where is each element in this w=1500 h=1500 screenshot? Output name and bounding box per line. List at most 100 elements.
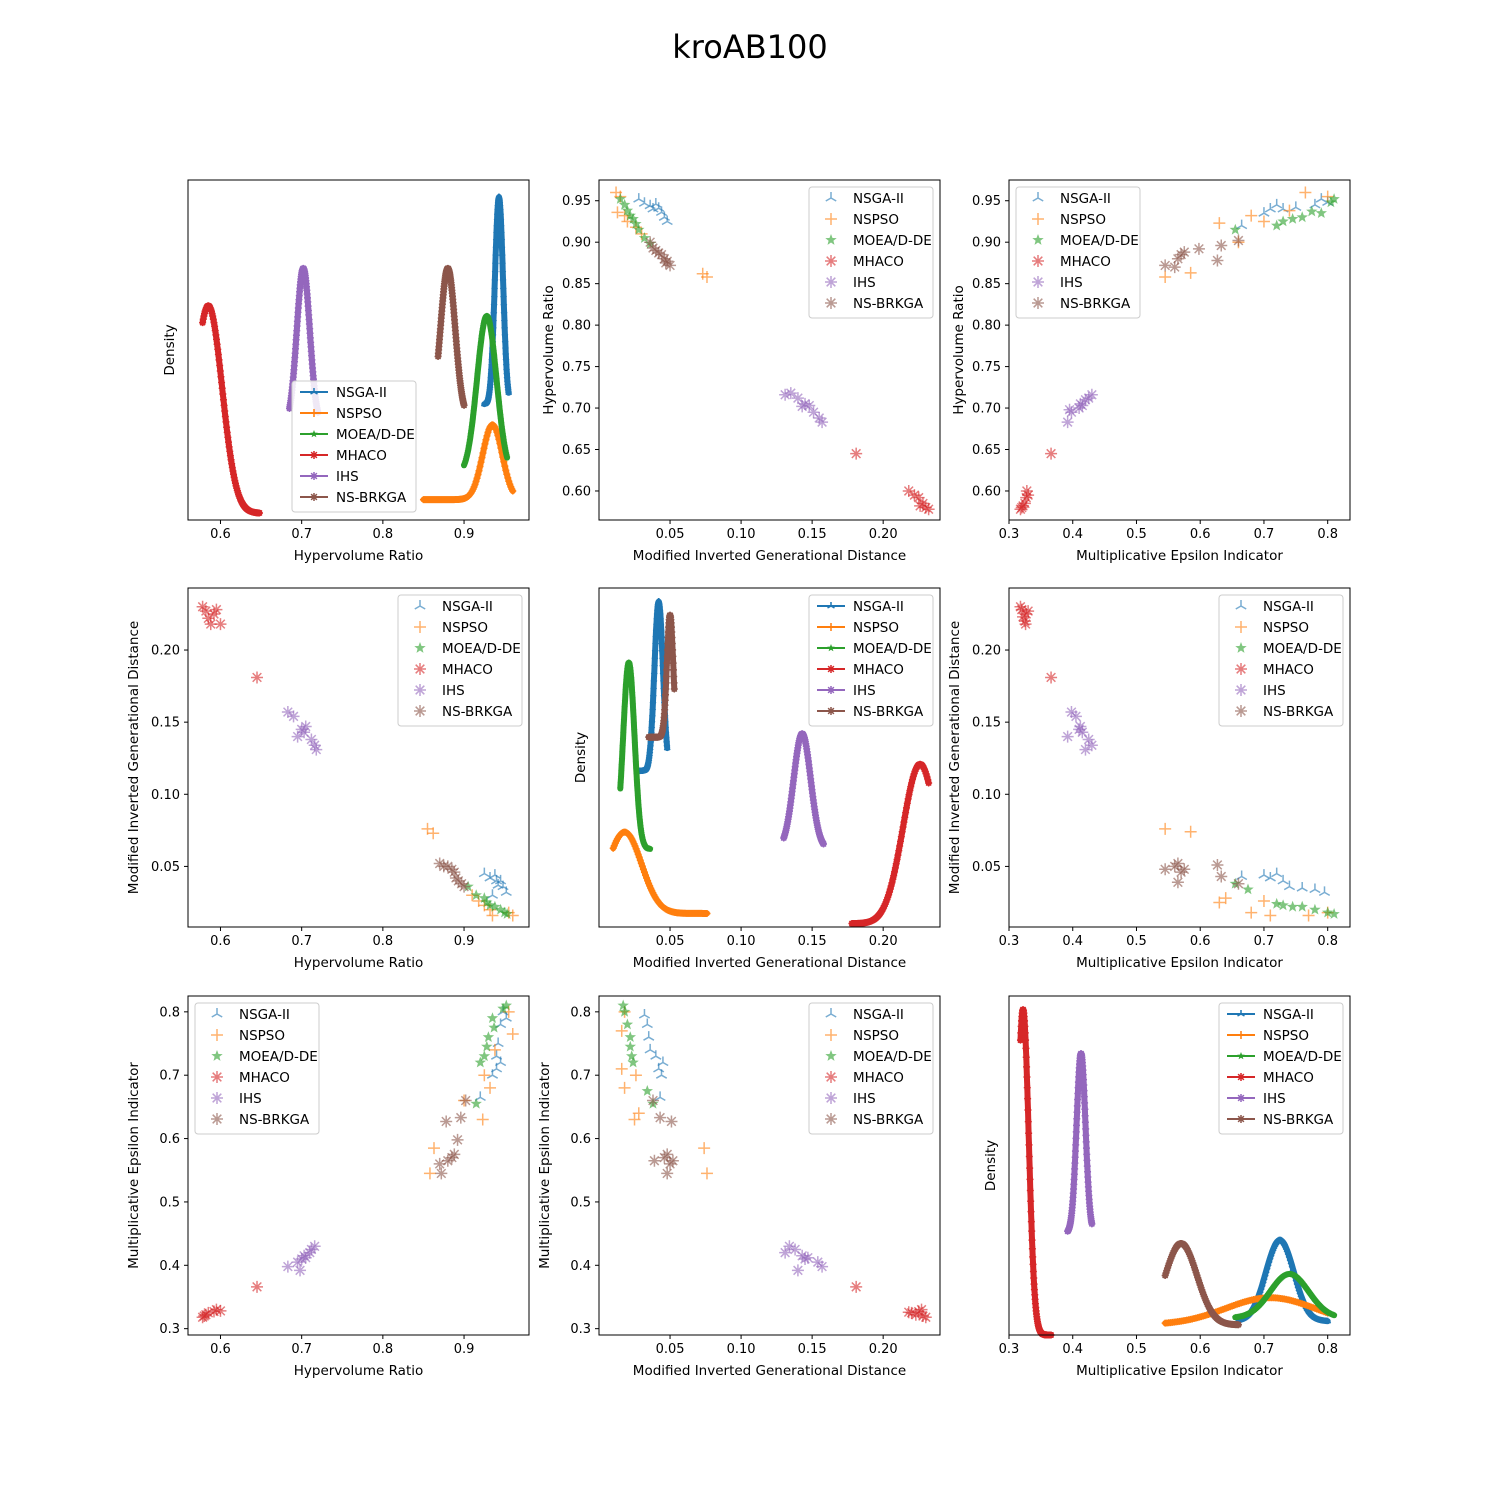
- density-marker: [806, 768, 814, 776]
- y-tick-label: 0.05: [972, 860, 1001, 875]
- density-marker: [211, 322, 219, 330]
- density-marker: [304, 298, 312, 306]
- density-marker: [309, 372, 317, 380]
- scatter-point: [700, 271, 713, 284]
- y-tick-label: 0.4: [570, 1259, 591, 1274]
- density-marker: [303, 294, 311, 302]
- density-marker: [887, 882, 895, 890]
- density-marker: [498, 420, 505, 427]
- density-marker: [503, 454, 511, 461]
- legend-marker: [827, 707, 835, 715]
- legend-label: MHACO: [1060, 254, 1111, 270]
- legend: NSGA-II NSPSO MOEA/D-DE MHACO IHS NS-BRKGA: [397, 594, 523, 727]
- density-marker: [621, 697, 629, 705]
- density-marker: [908, 779, 916, 787]
- density-marker: [291, 349, 299, 357]
- density-marker: [669, 666, 677, 674]
- density-marker: [1186, 1250, 1194, 1258]
- density-marker: [1315, 1300, 1322, 1308]
- density-marker: [436, 328, 444, 336]
- density-marker: [637, 823, 644, 830]
- density-marker: [901, 813, 909, 821]
- density-marker: [309, 368, 317, 376]
- density-marker: [885, 888, 893, 896]
- x-tick-label: 0.10: [727, 1342, 756, 1357]
- density-marker: [496, 407, 504, 415]
- density-marker: [891, 868, 899, 876]
- scatter-point: [1296, 211, 1308, 223]
- density-marker: [477, 458, 485, 466]
- x-tick-label: 0.9: [454, 934, 475, 949]
- density-marker: [495, 399, 503, 406]
- density-marker: [1025, 1129, 1033, 1137]
- density-marker: [491, 283, 499, 290]
- density-marker: [436, 325, 444, 333]
- density-marker: [493, 380, 501, 387]
- density-marker: [881, 900, 889, 908]
- legend-box: [397, 594, 523, 727]
- scatter-point: [1296, 900, 1308, 912]
- scatter-point: [617, 999, 629, 1011]
- density-marker: [226, 447, 234, 455]
- scatter-point: [1328, 193, 1340, 204]
- density-marker: [921, 767, 929, 775]
- density-marker: [435, 339, 443, 347]
- legend-marker: [1237, 1052, 1245, 1060]
- legend-item: MHACO: [817, 662, 904, 678]
- density-marker: [292, 340, 300, 348]
- scatter-point: [488, 1021, 500, 1033]
- scatter-series-ns-brkga: [433, 857, 471, 893]
- density-marker: [1307, 1291, 1315, 1298]
- density-marker: [501, 462, 509, 470]
- density-marker: [1021, 1022, 1029, 1030]
- density-marker: [501, 330, 509, 337]
- scatter-point: [813, 412, 826, 424]
- density-marker: [1023, 1073, 1031, 1081]
- density-marker: [213, 335, 221, 343]
- density-marker: [290, 366, 298, 374]
- density-marker: [1296, 1276, 1304, 1284]
- density-marker: [632, 753, 639, 760]
- density-marker: [889, 875, 897, 883]
- density-marker: [667, 619, 675, 627]
- density-marker: [628, 679, 635, 686]
- density-marker: [502, 466, 510, 474]
- legend-marker: [825, 297, 837, 309]
- density-marker: [451, 319, 459, 327]
- density-marker: [1025, 1141, 1033, 1149]
- density-marker: [909, 773, 917, 781]
- legend-item: NSPSO: [300, 406, 382, 422]
- density-marker: [1027, 1218, 1035, 1226]
- x-tick-label: 0.10: [727, 527, 756, 542]
- legend-marker: [825, 213, 837, 225]
- legend-marker: [1032, 255, 1044, 267]
- density-marker: [294, 313, 302, 321]
- density-marker: [306, 334, 314, 342]
- scatter-point: [478, 867, 490, 878]
- legend-label: NSPSO: [1263, 620, 1309, 636]
- legend-item: MHACO: [1032, 254, 1111, 270]
- legend-marker: [825, 1071, 837, 1083]
- density-marker: [629, 701, 637, 708]
- x-tick-label: 0.4: [1062, 1342, 1083, 1357]
- x-axis-label: Hypervolume Ratio: [294, 955, 424, 971]
- axes-frame: [1008, 179, 1351, 521]
- y-tick-label: 0.75: [562, 360, 591, 375]
- density-series-mhaco: [848, 760, 933, 928]
- scatter-point: [478, 892, 491, 903]
- x-axis-label: Modified Inverted Generational Distance: [633, 955, 906, 971]
- scatter-point: [1286, 213, 1299, 224]
- density-marker: [492, 258, 499, 265]
- legend-label: NS-BRKGA: [336, 490, 407, 506]
- density-marker: [221, 412, 229, 420]
- density-marker: [1028, 1236, 1036, 1244]
- legend-item: MOEA/D-DE: [825, 233, 932, 249]
- density-marker: [658, 631, 665, 638]
- y-tick-label: 0.75: [972, 360, 1001, 375]
- legend-marker: [825, 192, 837, 202]
- density-marker: [477, 340, 485, 347]
- scatter-series-ns-brkga: [644, 236, 677, 272]
- scatter-point: [791, 1264, 804, 1277]
- density-marker: [657, 614, 664, 620]
- scatter-point: [281, 1260, 294, 1273]
